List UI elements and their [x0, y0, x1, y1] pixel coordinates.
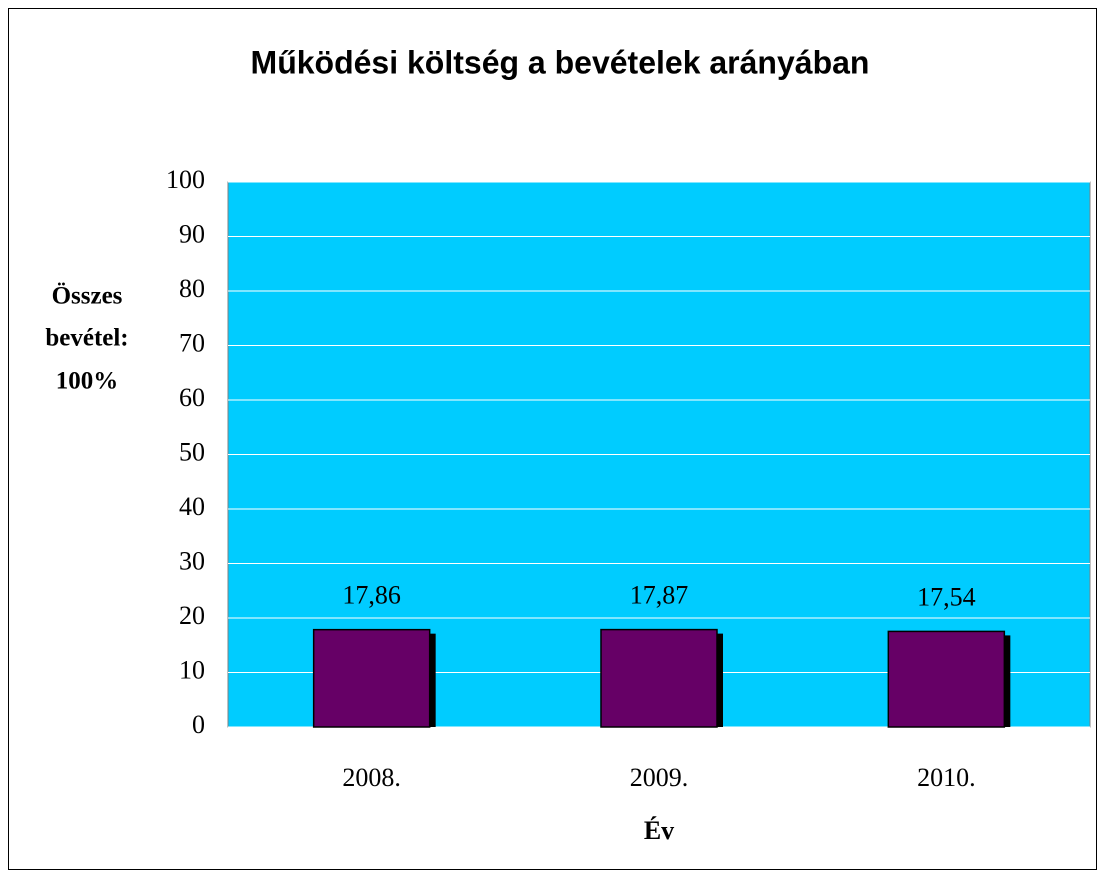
y-tick-label: 80: [179, 274, 205, 303]
y-axis-label: Összes: [52, 283, 123, 310]
bar: [600, 628, 718, 728]
x-tick-label: 2008.: [342, 763, 401, 792]
y-tick-label: 0: [192, 710, 205, 739]
x-tick-label: 2009.: [630, 763, 689, 792]
y-tick-label: 40: [179, 492, 205, 521]
data-label: 17,87: [630, 581, 689, 610]
y-tick-label: 30: [179, 546, 205, 575]
y-tick-label: 100: [166, 165, 205, 194]
x-tick-label: 2010.: [917, 763, 976, 792]
y-tick-label: 50: [179, 437, 205, 466]
chart-title: Működési költség a bevételek arányában: [251, 44, 870, 80]
y-axis-label: bevétel:: [45, 325, 128, 352]
data-label: 17,86: [342, 581, 401, 610]
y-tick-label: 10: [179, 655, 205, 684]
y-tick-label: 20: [179, 601, 205, 630]
y-tick-label: 90: [179, 219, 205, 248]
y-axis-label: 100%: [56, 368, 119, 395]
bar: [312, 628, 431, 728]
y-tick-label: 70: [179, 328, 205, 357]
data-label: 17,54: [917, 582, 976, 611]
bar: [887, 630, 1006, 728]
x-axis-label: Év: [644, 816, 674, 845]
y-tick-label: 60: [179, 383, 205, 412]
